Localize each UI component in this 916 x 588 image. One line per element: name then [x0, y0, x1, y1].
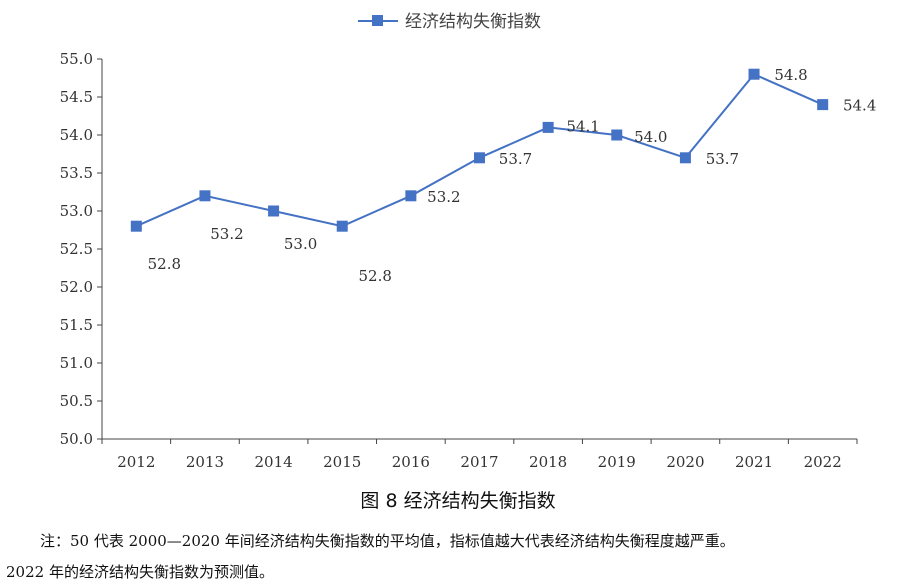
x-axis: 2012 2013 2014 2015 2016 2017 2018 2019 2020 2021…	[101, 438, 858, 471]
data-label: 53.7	[499, 150, 532, 168]
data-label: 53.7	[706, 150, 739, 168]
data-label: 54.8	[774, 66, 807, 84]
y-tick-label: 51.0	[60, 354, 93, 372]
x-tick-label: 2020	[666, 453, 704, 471]
y-tick-label: 52.5	[60, 240, 93, 258]
legend-label: 经济结构失衡指数	[405, 12, 541, 32]
y-tick-label: 52.0	[60, 278, 93, 296]
data-point-marker	[130, 220, 142, 232]
x-tick-label: 2016	[392, 453, 430, 471]
data-label: 53.2	[427, 188, 460, 206]
figure-note: 注：50 代表 2000—2020 年间经济结构失衡指数的平均值，指标值越大代表…	[6, 526, 912, 588]
y-tick-label: 51.5	[60, 316, 93, 334]
x-tick-label: 2015	[323, 453, 361, 471]
data-point-marker	[336, 220, 348, 232]
y-tick-label: 50.5	[60, 392, 93, 410]
data-label: 52.8	[148, 255, 181, 273]
data-point-marker	[474, 152, 485, 164]
y-tick-label: 55.0	[60, 50, 93, 68]
data-point-marker	[748, 68, 760, 80]
data-label: 54.0	[634, 128, 667, 146]
data-point-marker	[405, 190, 417, 202]
x-tick-label: 2017	[460, 453, 498, 471]
data-label: 54.4	[843, 97, 876, 115]
x-tick-label: 2013	[186, 453, 224, 471]
x-tick-label: 2012	[117, 453, 155, 471]
y-tick-label: 53.5	[60, 164, 93, 182]
note-line-2: 2022 年的经济结构失衡指数为预测值。	[6, 563, 274, 581]
note-line-1: 注：50 代表 2000—2020 年间经济结构失衡指数的平均值，指标值越大代表…	[40, 532, 735, 550]
x-tick-label: 2018	[529, 453, 567, 471]
data-label: 54.1	[566, 117, 599, 135]
data-label: 53.0	[284, 235, 317, 253]
legend-marker	[372, 15, 383, 26]
figure-caption: 图 8 经济结构失衡指数	[360, 490, 556, 512]
y-tick-label: 54.5	[60, 88, 93, 106]
y-tick-label: 54.0	[60, 126, 93, 144]
data-label: 52.8	[359, 267, 392, 285]
data-point-marker	[611, 129, 623, 141]
series-economic-imbalance-index: 52.8 53.2 53.0 52.8 53.2 53.7 54.1 54.0 53.7 54.8…	[130, 66, 876, 285]
data-point-marker	[199, 190, 211, 202]
y-axis: 50.0 50.5 51.0 51.5 52.0 52.5 53.0 53.5 54.0 54.5…	[60, 50, 103, 448]
x-tick-label: 2022	[804, 453, 842, 471]
data-point-marker	[268, 205, 280, 217]
data-point-marker	[817, 99, 829, 111]
line-chart: 经济结构失衡指数 50.0 50.5 51.0 51.5 52.0 52.5 53.0 53.…	[60, 12, 877, 471]
y-tick-label: 53.0	[60, 202, 93, 220]
legend: 经济结构失衡指数	[358, 12, 541, 32]
y-tick-label: 50.0	[60, 430, 93, 448]
data-label: 53.2	[210, 225, 243, 243]
x-tick-label: 2021	[735, 453, 773, 471]
x-tick-label: 2019	[598, 453, 636, 471]
data-point-marker	[679, 152, 691, 164]
data-point-marker	[542, 121, 554, 133]
x-tick-label: 2014	[254, 453, 292, 471]
